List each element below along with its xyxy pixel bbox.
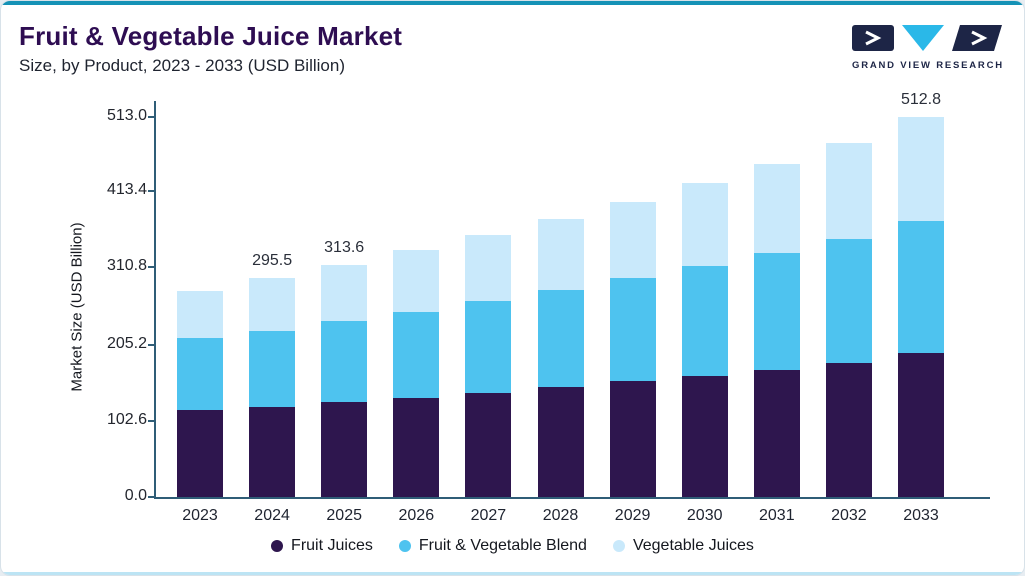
x-tick-label: 2029 [614, 507, 651, 524]
bar-segment-vegetable-juices [609, 201, 656, 279]
x-tick-label: 2026 [398, 507, 435, 524]
legend-dot-icon [398, 540, 411, 552]
legend-dot-icon [612, 540, 625, 552]
y-tick-label: 310.8 [106, 256, 147, 274]
bar-segment-fruit-juices [393, 397, 440, 497]
bar-segment-vegetable-juices [753, 163, 800, 254]
x-tick-label: 2027 [470, 507, 507, 524]
bar-segment-fruit-vegetable-blend [393, 311, 440, 398]
legend-item-fruit-juices: Fruit Juices [271, 537, 373, 555]
y-tick-mark [148, 189, 154, 192]
bar-segment-fruit-vegetable-blend [537, 290, 584, 388]
header: Fruit & Vegetable Juice Market Size, by … [19, 21, 402, 76]
chart-legend: Fruit Juices Fruit & Vegetable Blend Veget… [1, 537, 1024, 555]
bar-total-label: 295.5 [252, 252, 293, 270]
x-tick-label: 2023 [182, 507, 218, 524]
y-tick-mark [148, 420, 154, 422]
bar-segment-fruit-vegetable-blend [825, 239, 872, 363]
x-tick-label: 2024 [254, 507, 290, 524]
bar-segment-vegetable-juices [681, 183, 728, 266]
y-tick-mark [148, 116, 154, 118]
grandview-logo-icon [852, 25, 1002, 51]
bar-total-label: 512.8 [900, 91, 942, 109]
bar-segment-fruit-vegetable-blend [465, 301, 512, 393]
bar-segment-fruit-vegetable-blend [753, 253, 800, 370]
bar-segment-fruit-juices [825, 362, 872, 497]
bar-segment-vegetable-juices [825, 143, 872, 240]
bar-segment-fruit-juices [681, 375, 728, 497]
bar-segment-vegetable-juices [177, 290, 223, 339]
bar-total-label: 313.6 [324, 238, 365, 256]
x-tick-label: 2031 [759, 507, 795, 524]
bar-segment-fruit-juices [321, 402, 368, 497]
bar-segment-vegetable-juices [321, 264, 368, 322]
page-subtitle: Size, by Product, 2023 - 2033 (USD Billi… [19, 56, 345, 75]
y-tick-label: 0.0 [124, 487, 147, 504]
x-tick-label: 2028 [542, 507, 579, 524]
bottom-accent-bar [1, 572, 1024, 575]
bar-segment-fruit-vegetable-blend [609, 278, 656, 382]
legend-label: Fruit & Vegetable Blend [418, 537, 587, 554]
bar-segment-fruit-vegetable-blend [681, 265, 728, 376]
y-tick-mark [148, 496, 154, 498]
y-tick-label: 513.0 [106, 107, 147, 124]
y-axis-line [154, 101, 156, 499]
y-tick-mark [148, 265, 154, 268]
grandview-logo: GRAND VIEW RESEARCH [852, 25, 1002, 71]
x-tick-label: 2030 [686, 507, 723, 524]
bar-segment-fruit-juices [249, 406, 296, 497]
legend-item-vegetable-juices: Vegetable Juices [612, 537, 754, 555]
x-tick-label: 2025 [326, 507, 362, 524]
x-tick-label: 2033 [903, 507, 939, 524]
bar-segment-fruit-juices [753, 369, 800, 497]
y-tick-label: 102.6 [106, 411, 147, 428]
legend-dot-icon [271, 540, 284, 552]
grandview-logo-text: GRAND VIEW RESEARCH [852, 60, 1004, 71]
bar-segment-fruit-juices [465, 392, 512, 497]
legend-label: Vegetable Juices [632, 537, 754, 554]
y-tick-label: 413.4 [106, 180, 147, 198]
bar-segment-vegetable-juices [393, 250, 440, 312]
legend-item-fruit-vegetable-blend: Fruit & Vegetable Blend [398, 537, 587, 555]
y-tick-mark [148, 344, 154, 346]
bar-segment-fruit-vegetable-blend [249, 331, 296, 407]
bar-segment-vegetable-juices [537, 218, 584, 291]
bar-segment-fruit-vegetable-blend [177, 338, 223, 411]
bar-segment-fruit-juices [609, 381, 656, 497]
y-tick-label: 205.2 [106, 335, 147, 352]
x-tick-label: 2032 [831, 507, 867, 524]
bar-segment-vegetable-juices [465, 235, 512, 302]
bar-segment-fruit-juices [898, 353, 944, 497]
bar-segment-fruit-juices [537, 387, 584, 497]
legend-label: Fruit Juices [291, 537, 373, 554]
bar-segment-fruit-vegetable-blend [898, 220, 944, 354]
bar-segment-vegetable-juices [249, 278, 296, 332]
x-axis-line [154, 497, 990, 499]
bar-segment-fruit-juices [177, 410, 223, 497]
bar-segment-vegetable-juices [898, 117, 944, 221]
bar-segment-fruit-vegetable-blend [321, 321, 368, 403]
y-axis-label: Market Size (USD Billion) [68, 222, 86, 392]
page-title: Fruit & Vegetable Juice Market [19, 21, 403, 51]
top-accent-bar [1, 1, 1024, 5]
